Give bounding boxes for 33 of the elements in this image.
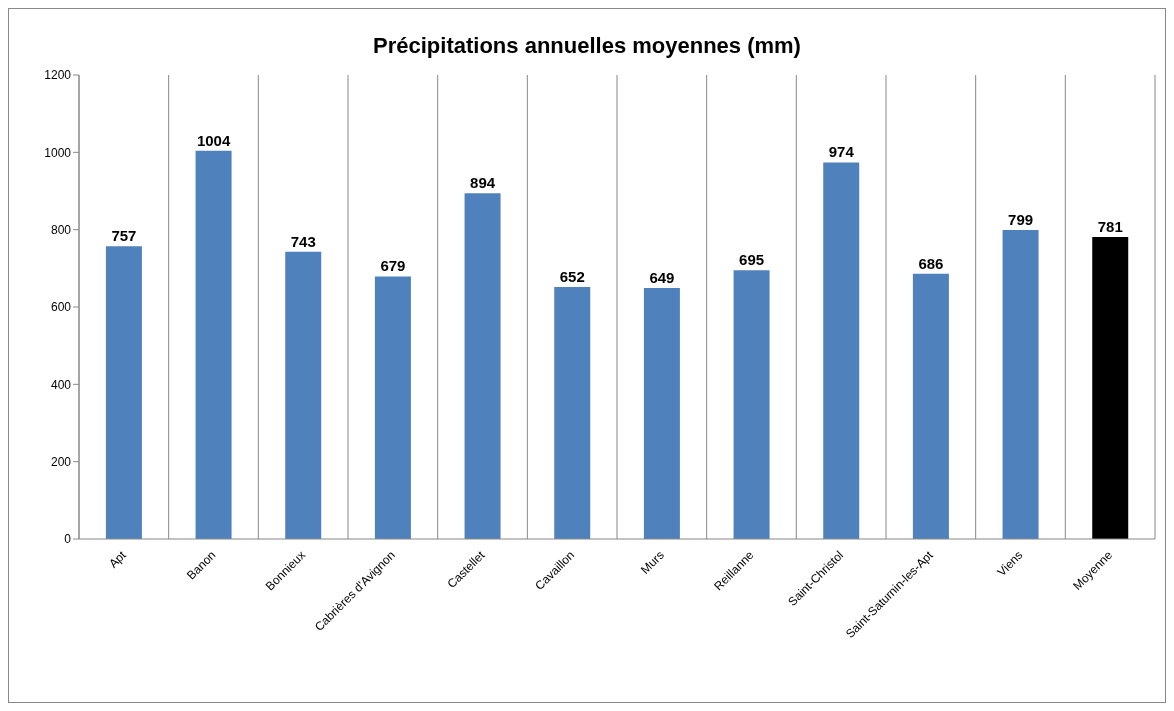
bar — [823, 162, 860, 539]
data-label: 799 — [1008, 211, 1034, 229]
bar — [1002, 230, 1039, 539]
y-tick-label: 1200 — [44, 68, 72, 83]
data-label: 686 — [918, 254, 944, 272]
y-tick-label: 400 — [50, 377, 72, 392]
y-tick-label: 800 — [50, 222, 72, 237]
data-label: 974 — [828, 143, 855, 161]
bar — [195, 150, 232, 539]
bar — [912, 273, 949, 539]
y-tick-label: 200 — [50, 454, 72, 469]
data-label: 757 — [111, 227, 137, 245]
bar — [1092, 237, 1129, 539]
bar — [554, 286, 591, 539]
data-label: 743 — [290, 232, 316, 250]
y-tick-label: 1000 — [44, 145, 72, 160]
bar — [285, 251, 322, 539]
bar — [733, 270, 770, 539]
data-label: 679 — [380, 257, 406, 275]
chart-title: Précipitations annuelles moyennes (mm) — [372, 32, 802, 59]
data-label: 652 — [559, 267, 585, 285]
data-label: 695 — [739, 251, 765, 269]
data-label: 894 — [470, 174, 496, 192]
bar — [374, 276, 411, 539]
data-label: 649 — [649, 269, 675, 287]
x-tick-label: Apt — [106, 547, 130, 571]
y-tick-label: 600 — [50, 300, 72, 315]
bar — [105, 246, 142, 539]
y-tick-label: 0 — [64, 532, 72, 547]
bar — [643, 288, 680, 539]
data-label: 781 — [1097, 218, 1123, 236]
bar — [464, 193, 501, 539]
data-label: 1004 — [196, 131, 231, 149]
